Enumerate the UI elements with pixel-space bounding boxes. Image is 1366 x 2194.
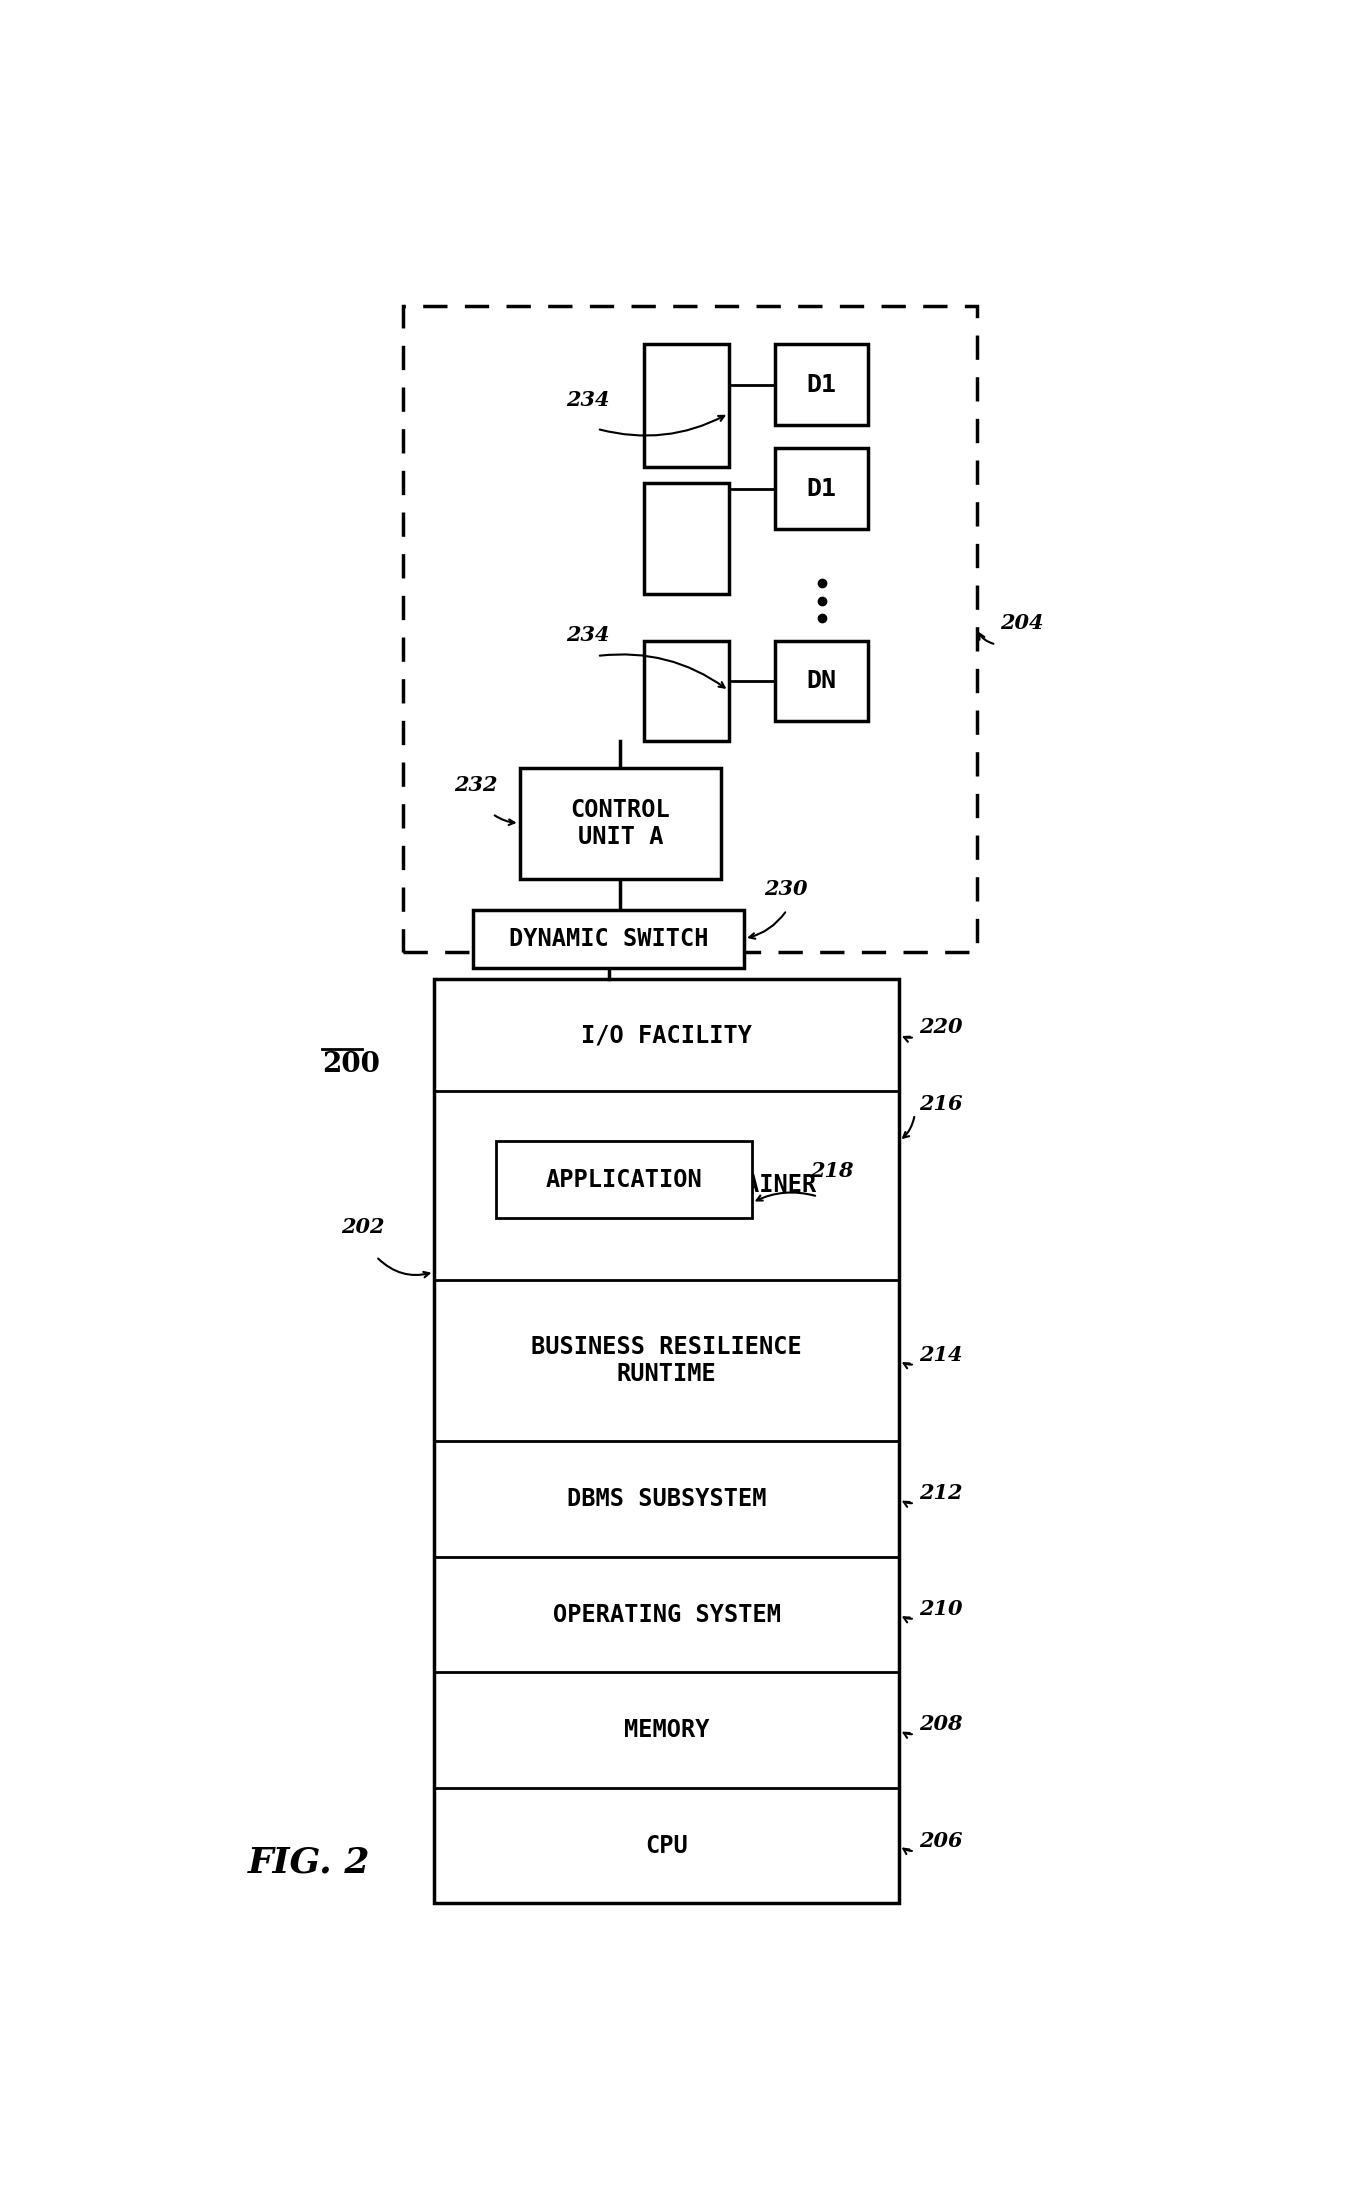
Bar — [776, 641, 869, 722]
Text: MEMORY: MEMORY — [624, 1718, 709, 1742]
Text: DYNAMIC SWITCH: DYNAMIC SWITCH — [510, 926, 709, 950]
Text: FIG. 2: FIG. 2 — [249, 1845, 370, 1880]
Bar — [643, 641, 728, 742]
Text: APPLICATION CONTAINER: APPLICATION CONTAINER — [518, 1174, 817, 1198]
Text: 202: 202 — [342, 1218, 385, 1237]
Bar — [473, 911, 744, 968]
Text: 234: 234 — [566, 625, 609, 645]
Text: 234: 234 — [566, 391, 609, 410]
Text: 218: 218 — [810, 1161, 854, 1180]
Text: 232: 232 — [454, 774, 497, 794]
Text: 212: 212 — [918, 1483, 962, 1503]
Text: DBMS SUBSYSTEM: DBMS SUBSYSTEM — [567, 1488, 766, 1512]
Bar — [496, 1141, 753, 1218]
Text: 216: 216 — [918, 1095, 962, 1115]
Bar — [643, 483, 728, 595]
Text: 210: 210 — [918, 1599, 962, 1619]
Bar — [776, 448, 869, 529]
Bar — [519, 768, 721, 880]
Bar — [643, 344, 728, 467]
Text: 208: 208 — [918, 1714, 962, 1733]
Text: I/O FACILITY: I/O FACILITY — [582, 1022, 753, 1047]
Text: 204: 204 — [1000, 612, 1044, 634]
Bar — [403, 305, 977, 952]
Text: BUSINESS RESILIENCE
RUNTIME: BUSINESS RESILIENCE RUNTIME — [531, 1334, 802, 1387]
Text: CPU: CPU — [645, 1834, 688, 1858]
Text: DN: DN — [807, 669, 837, 693]
Text: OPERATING SYSTEM: OPERATING SYSTEM — [553, 1602, 781, 1626]
Text: 230: 230 — [764, 878, 807, 900]
Bar — [776, 344, 869, 426]
Text: CONTROL
UNIT A: CONTROL UNIT A — [571, 799, 671, 849]
Text: 206: 206 — [918, 1832, 962, 1852]
Text: APPLICATION: APPLICATION — [546, 1167, 702, 1191]
Text: 220: 220 — [918, 1018, 962, 1038]
Bar — [434, 979, 899, 1904]
Text: 200: 200 — [322, 1051, 380, 1077]
Text: 214: 214 — [918, 1345, 962, 1365]
Text: D1: D1 — [807, 373, 837, 397]
Text: D1: D1 — [807, 476, 837, 500]
